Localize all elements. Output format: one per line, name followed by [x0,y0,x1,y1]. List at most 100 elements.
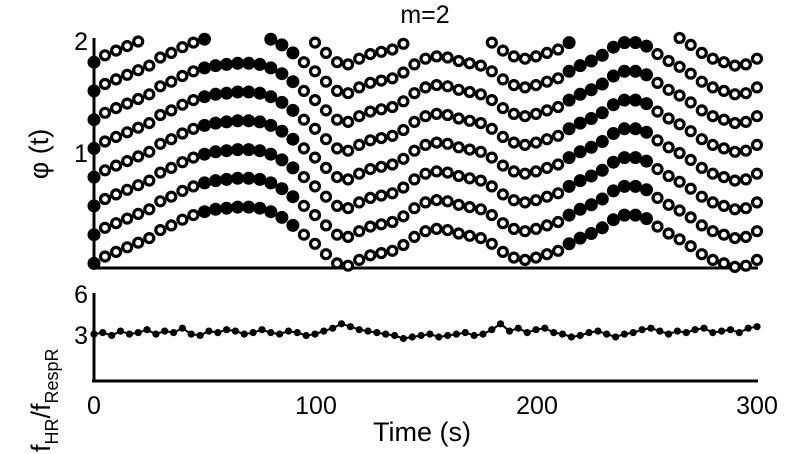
phase-point [98,192,112,206]
phase-point [728,174,742,187]
phase-point [286,46,300,60]
phase-point [595,192,609,206]
phase-point [496,101,509,115]
phase-point [408,144,421,157]
phase-point [551,100,565,114]
ratio-point [196,331,204,340]
phase-point [551,158,565,171]
phase-point [386,129,399,142]
phase-point [629,36,642,50]
phase-point [474,174,487,187]
phase-point [297,171,310,184]
phase-point [176,41,189,54]
phase-point [264,61,278,75]
phase-point [121,97,134,110]
ratio-panel: 3 6 0 100 200 300 Time (s) fHR/fRespR [26,281,778,452]
phase-point [573,116,587,130]
phase-point [430,50,443,63]
phase-point [275,95,289,109]
ratio-point [673,327,682,335]
phase-point [540,46,554,60]
phase-point [342,115,355,129]
phase-point [176,69,189,83]
ratio-point [620,330,629,338]
phase-point [739,144,753,157]
ratio-point [603,330,611,338]
ratio-point [240,330,248,338]
phase-point [319,161,333,174]
ratio-point [258,326,266,334]
phase-point [286,161,300,175]
phase-point [386,244,399,257]
phase-point [673,233,686,246]
phase-point [286,218,300,232]
phase-point [518,138,532,151]
phase-point [364,134,377,147]
phase-point [109,44,123,57]
phase-point [242,114,256,128]
phase-point [739,202,753,215]
phase-point [640,68,653,82]
phase-point [364,220,377,233]
phase-point [496,130,509,143]
phase-point [132,236,145,249]
phase-point [308,237,322,250]
phase-point [143,203,156,216]
phase-point [739,173,753,186]
ratio-point [223,326,231,334]
phase-point [496,159,509,172]
phase-point [728,59,742,72]
phase-point [286,132,300,146]
phase-point [132,150,145,163]
phase-point [651,220,664,233]
ratio-point [99,329,107,337]
phase-point [684,125,697,138]
phase-point [297,142,310,155]
phase-point [507,165,521,178]
phase-point [452,83,465,96]
ratio-point [444,331,452,340]
phase-point [264,147,278,161]
phase-point [209,116,223,130]
phase-point [573,174,587,188]
phase-point [165,46,178,60]
phase-point [331,171,344,184]
phase-point [297,228,310,241]
ratio-point [284,327,293,335]
ratio-point [567,333,576,341]
phase-point [562,36,576,50]
phase-point [331,257,344,270]
phase-point [717,56,731,69]
phase-point [452,198,465,211]
phase-point [485,237,498,250]
phase-point [706,225,719,238]
phase-point [209,59,223,73]
phase-point [452,54,465,68]
phase-point [529,194,543,207]
phase-point [98,135,112,148]
phase-point [264,32,278,46]
phase-point [375,218,388,231]
ratio-series-line [93,322,758,340]
phase-point [684,211,697,224]
phase-point [717,171,731,184]
ratio-point [346,323,354,331]
phase-point [331,84,344,98]
phase-point [242,56,256,70]
ratio-point [329,324,337,332]
ratio-point [488,326,496,334]
phase-point [353,52,366,65]
phase-point [706,81,719,94]
phase-point [496,44,509,57]
phase-point [397,210,410,223]
phase-point [551,215,565,229]
phase-point [231,200,245,214]
phase-point [364,191,377,204]
phase-point [717,199,731,212]
phase-point [474,59,487,72]
phase-point [739,259,753,272]
phase-point [253,57,267,71]
phase-point [673,175,686,188]
x-axis-label: Time (s) [373,417,471,447]
phase-point [386,158,399,171]
